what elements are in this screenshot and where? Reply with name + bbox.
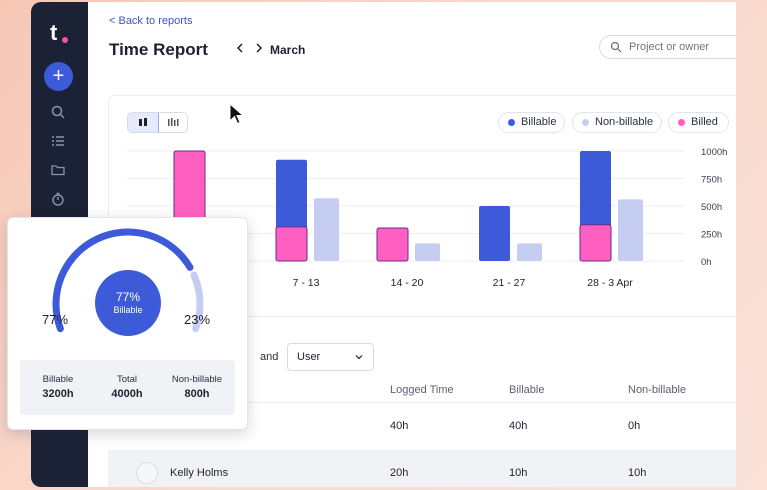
- legend-non-billable-label: Non-billable: [595, 116, 654, 128]
- gauge-left-value: 77%: [42, 312, 69, 327]
- main-content: < Back to reports Time Report March Bill…: [88, 2, 736, 487]
- current-month: March: [270, 43, 306, 57]
- billable-dot: [508, 119, 515, 126]
- list-icon[interactable]: [50, 133, 66, 149]
- mouse-cursor-icon: [229, 103, 245, 125]
- x-tick-label: 21 - 27: [493, 277, 526, 289]
- stat-billable-label: Billable: [42, 374, 74, 385]
- legend-billed[interactable]: Billed: [668, 112, 729, 133]
- gauge-percent: 77%: [115, 290, 141, 304]
- chevron-left-icon[interactable]: [235, 42, 245, 54]
- col-header-logged-time[interactable]: Logged Time: [390, 384, 454, 396]
- legend-billable-label: Billable: [521, 116, 557, 128]
- cell-non-billable: 0h: [628, 420, 641, 432]
- bar-billable: [479, 206, 510, 261]
- search-icon[interactable]: [50, 104, 66, 120]
- legend-non-billable[interactable]: Non-billable: [572, 112, 662, 133]
- app-logo[interactable]: t: [50, 20, 58, 45]
- legend-billed-label: Billed: [691, 116, 718, 128]
- grouped-bars-icon: [168, 118, 179, 126]
- stat-total-label: Total: [116, 374, 138, 385]
- gauge-center: 77% Billable: [95, 270, 161, 336]
- bar-non-billable: [618, 199, 643, 261]
- header-divider: [108, 402, 736, 403]
- bar-non-billable: [314, 198, 339, 261]
- bar-non-billable: [415, 243, 440, 261]
- search-box[interactable]: [599, 35, 736, 59]
- billable-gauge: [52, 228, 204, 333]
- page-title: Time Report: [109, 40, 208, 59]
- bar-billed: [376, 227, 409, 262]
- stat-non-billable-label: Non-billable: [171, 374, 223, 385]
- billed-dot: [678, 119, 685, 126]
- y-tick-label: 0h: [701, 257, 712, 268]
- col-header-billable[interactable]: Billable: [509, 384, 545, 396]
- stacked-bars-icon: [139, 118, 147, 126]
- non-billable-dot: [582, 119, 589, 126]
- y-tick-label: 500h: [701, 202, 722, 213]
- billable-summary-popup: 77% Billable 77% 23% Billable 3200h Tota…: [7, 217, 248, 430]
- folder-icon[interactable]: [50, 162, 66, 178]
- cell-user-name[interactable]: Kelly Holms: [170, 467, 229, 479]
- y-tick-label: 750h: [701, 175, 722, 186]
- grouped-bar-view-button[interactable]: [159, 113, 188, 132]
- gauge-right-value: 23%: [184, 312, 211, 327]
- timer-icon[interactable]: [50, 191, 66, 207]
- gauge-non-billable-arc: [190, 271, 204, 333]
- bar-billed: [275, 226, 308, 262]
- cell-non-billable: 10h: [628, 467, 647, 479]
- y-tick-label: 250h: [701, 230, 722, 241]
- stacked-bar-view-button[interactable]: [128, 113, 159, 132]
- avatar: [136, 462, 158, 484]
- search-input[interactable]: [629, 41, 736, 53]
- chevron-right-icon[interactable]: [254, 42, 264, 54]
- time-chart: 1000h 750h 500h 250h 0h 7 - 13 14 - 20 21 - 27 2…: [127, 147, 727, 289]
- chevron-down-icon: [355, 355, 363, 360]
- x-tick-label: 28 - 3 Apr: [587, 277, 633, 289]
- stat-billable-value: 3200h: [42, 388, 74, 400]
- cell-logged-time: 20h: [390, 467, 409, 479]
- logo-dot: [62, 37, 68, 43]
- cell-logged-time: 40h: [390, 420, 409, 432]
- user-select[interactable]: User: [287, 343, 374, 371]
- stat-total-value: 4000h: [111, 388, 143, 400]
- search-icon: [610, 41, 622, 53]
- y-tick-label: 1000h: [701, 147, 727, 158]
- back-to-reports-link[interactable]: < Back to reports: [109, 15, 193, 27]
- chart-view-toggle[interactable]: [127, 112, 188, 133]
- table-row[interactable]: [108, 450, 736, 487]
- x-tick-label: 14 - 20: [391, 277, 424, 289]
- stats-panel: Billable 3200h Total 4000h Non-billable …: [20, 360, 235, 415]
- legend-billable[interactable]: Billable: [498, 112, 565, 133]
- stat-non-billable-value: 800h: [184, 388, 210, 400]
- x-tick-label: 7 - 13: [293, 277, 320, 289]
- bar-billed: [579, 224, 612, 262]
- user-select-value: User: [297, 351, 321, 363]
- gauge-label: Billable: [113, 305, 143, 315]
- col-header-non-billable[interactable]: Non-billable: [628, 384, 687, 396]
- chart-card: Billable Non-billable Billed 1000h 750h 50…: [108, 95, 736, 317]
- cell-billable: 40h: [509, 420, 528, 432]
- gauge-billable-arc: [52, 228, 194, 333]
- filter-and-label: and: [260, 351, 279, 363]
- cell-billable: 10h: [509, 467, 528, 479]
- bar-non-billable: [517, 243, 542, 261]
- add-button[interactable]: +: [44, 62, 73, 91]
